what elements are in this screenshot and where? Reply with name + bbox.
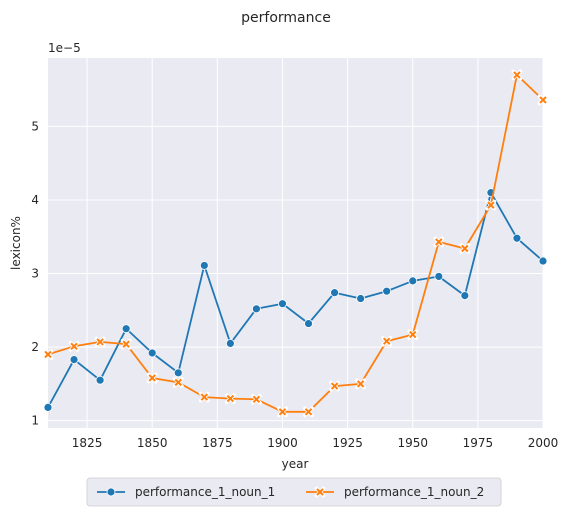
series-line-1 <box>47 191 544 408</box>
x-tick-label: 1825 <box>72 436 103 450</box>
y-tick-labels: 1 2 3 4 5 <box>31 119 39 427</box>
data-point-series-2 <box>329 380 340 392</box>
data-point-series-1 <box>69 355 79 364</box>
series-line-2 <box>47 74 544 413</box>
data-point-series-1 <box>199 261 209 270</box>
data-point-series-2 <box>198 391 210 403</box>
data-point-series-2 <box>120 338 132 350</box>
y-tick-label: 1 <box>31 414 39 428</box>
data-point-series-2 <box>459 243 471 254</box>
data-point-series-2 <box>511 69 523 81</box>
x-tick-label: 1875 <box>202 436 233 450</box>
data-point-series-1 <box>147 348 157 358</box>
x-tick-label: 1925 <box>332 436 363 450</box>
data-point-series-1 <box>408 276 418 286</box>
legend-label-1: performance_1_noun_1 <box>135 485 275 499</box>
data-point-series-2 <box>537 94 549 106</box>
data-point-series-1 <box>95 375 105 385</box>
data-point-series-1 <box>225 339 235 348</box>
data-point-series-1 <box>460 291 470 300</box>
data-point-series-1 <box>434 272 444 281</box>
plot-area <box>48 58 543 428</box>
data-point-series-1 <box>330 288 339 298</box>
data-point-series-1 <box>356 294 366 303</box>
data-point-series-2 <box>42 349 54 360</box>
data-point-series-2 <box>146 372 158 384</box>
data-point-series-1 <box>304 319 313 328</box>
data-point-series-2 <box>277 406 288 418</box>
data-point-series-1 <box>278 299 287 309</box>
x-tick-label: 1900 <box>267 436 298 450</box>
data-point-series-1 <box>538 256 548 266</box>
data-point-series-1 <box>43 403 53 412</box>
x-tick-label: 2000 <box>528 436 559 450</box>
data-point-series-1 <box>121 324 131 334</box>
chart-title: performance <box>241 10 331 26</box>
legend-marker-2 <box>314 486 326 498</box>
y-tick-label: 4 <box>31 193 39 207</box>
grid-lines <box>48 58 544 428</box>
y-axis-title: lexicon% <box>9 216 23 270</box>
data-point-series-2 <box>224 393 236 404</box>
data-point-series-2 <box>303 406 314 418</box>
y-tick-label: 5 <box>31 119 39 133</box>
x-tick-labels: 1825 1850 1875 1900 1925 1950 1975 2000 <box>72 436 558 450</box>
data-point-series-2 <box>355 378 367 390</box>
y-offset-label: 1e−5 <box>48 41 81 55</box>
data-point-series-2 <box>485 199 497 211</box>
legend-marker-1 <box>106 487 116 497</box>
data-point-series-2 <box>172 376 184 388</box>
y-tick-label: 2 <box>31 340 39 354</box>
data-point-series-2 <box>433 236 445 248</box>
data-point-series-2 <box>407 329 419 340</box>
legend: performance_1_noun_1 performance_1_noun_2 <box>86 477 502 507</box>
x-axis-title: year <box>282 457 309 471</box>
x-tick-label: 1975 <box>463 436 494 450</box>
data-point-series-2 <box>381 335 393 347</box>
y-tick-label: 3 <box>31 267 39 281</box>
data-point-series-1 <box>252 304 261 314</box>
legend-label-2: performance_1_noun_2 <box>344 485 484 499</box>
series-group <box>42 69 549 418</box>
data-point-series-1 <box>382 286 392 296</box>
data-point-series-2 <box>251 393 262 405</box>
data-point-series-2 <box>94 336 106 348</box>
data-point-series-2 <box>68 340 80 352</box>
data-point-series-1 <box>173 368 183 378</box>
x-tick-label: 1950 <box>397 436 428 450</box>
x-tick-label: 1850 <box>137 436 168 450</box>
legend-box <box>86 477 502 507</box>
data-point-series-1 <box>512 233 522 243</box>
